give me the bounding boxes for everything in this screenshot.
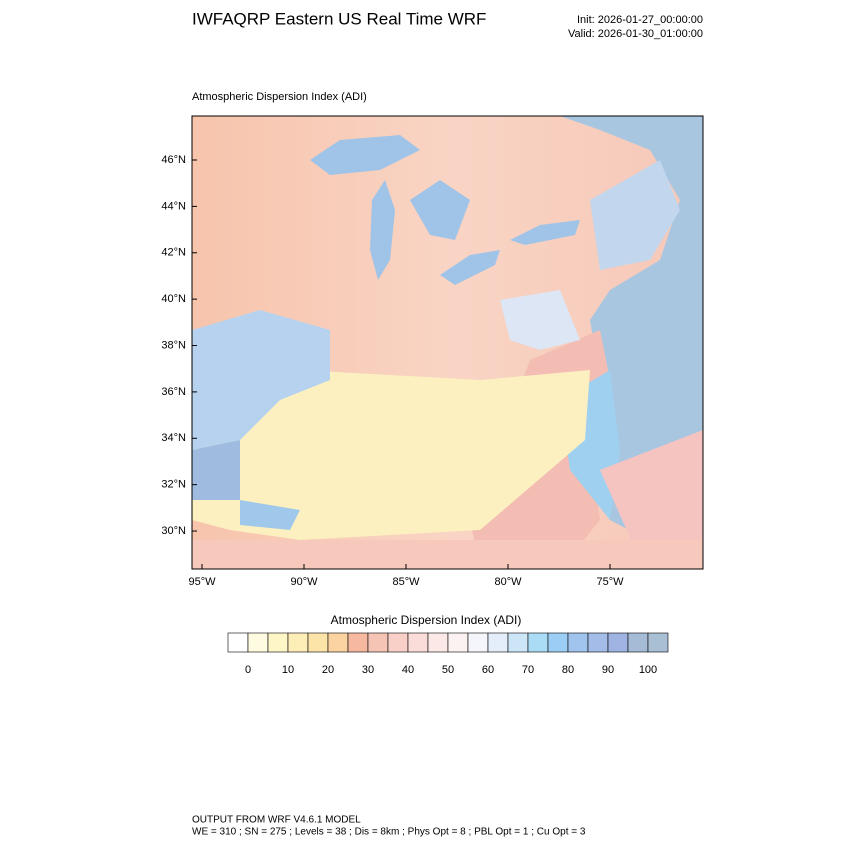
lon-tick-label: 75°W	[596, 576, 624, 588]
colorbar-box	[647, 632, 669, 653]
colorbar-box	[247, 632, 269, 653]
footer-line: WE = 310 ; SN = 275 ; Levels = 38 ; Dis …	[192, 827, 586, 838]
colorbar-box	[347, 632, 369, 653]
map-frame	[191, 115, 704, 570]
lat-tick-label: 32°N	[161, 479, 186, 491]
valid-time: Valid: 2026-01-30_01:00:00	[568, 28, 703, 40]
map-title: Atmospheric Dispersion Index (ADI)	[192, 91, 367, 103]
lon-tick-label: 80°W	[494, 576, 522, 588]
colorbar-label: 30	[362, 664, 374, 676]
colorbar-box	[447, 632, 469, 653]
colorbar-box	[387, 632, 409, 653]
colorbar-box	[607, 632, 629, 653]
init-time: Init: 2026-01-27_00:00:00	[577, 14, 703, 26]
lat-tick-label: 42°N	[161, 247, 186, 259]
title: IWFAQRP Eastern US Real Time WRF	[192, 9, 486, 28]
colorbar-label: 20	[322, 664, 334, 676]
lat-tick-label: 30°N	[161, 525, 186, 537]
colorbar-box	[327, 632, 349, 653]
colorbar-box	[407, 632, 429, 653]
colorbar-title: Atmospheric Dispersion Index (ADI)	[331, 613, 522, 627]
lon-tick-label: 90°W	[290, 576, 318, 588]
lat-tick-label: 36°N	[161, 386, 186, 398]
colorbar-box	[427, 632, 449, 653]
colorbar-box	[567, 632, 589, 653]
colorbar-box	[267, 632, 289, 653]
lat-tick-label: 38°N	[161, 339, 186, 351]
colorbar-label: 90	[602, 664, 614, 676]
colorbar-label: 60	[482, 664, 494, 676]
colorbar-label: 50	[442, 664, 454, 676]
colorbar-label: 10	[282, 664, 294, 676]
colorbar-box	[527, 632, 549, 653]
map-field	[192, 116, 703, 569]
colorbar-box	[587, 632, 609, 653]
colorbar-box	[627, 632, 649, 653]
colorbar-box	[507, 632, 529, 653]
footer-line: OUTPUT FROM WRF V4.6.1 MODEL	[192, 815, 361, 826]
lat-tick-label: 46°N	[161, 154, 186, 166]
colorbar-box	[367, 632, 389, 653]
colorbar-box	[487, 632, 509, 653]
colorbar-box	[547, 632, 569, 653]
colorbar-label: 40	[402, 664, 414, 676]
lat-tick-label: 40°N	[161, 293, 186, 305]
colorbar-label: 80	[562, 664, 574, 676]
colorbar-label: 100	[639, 664, 657, 676]
colorbar-box	[307, 632, 329, 653]
colorbar-box	[467, 632, 489, 653]
colorbar-box	[287, 632, 309, 653]
lon-tick-label: 85°W	[392, 576, 420, 588]
colorbar-label: 70	[522, 664, 534, 676]
lat-tick-label: 34°N	[161, 432, 186, 444]
lon-tick-label: 95°W	[188, 576, 216, 588]
lat-tick-label: 44°N	[161, 200, 186, 212]
colorbar-box	[227, 632, 249, 653]
colorbar-label: 0	[245, 664, 251, 676]
